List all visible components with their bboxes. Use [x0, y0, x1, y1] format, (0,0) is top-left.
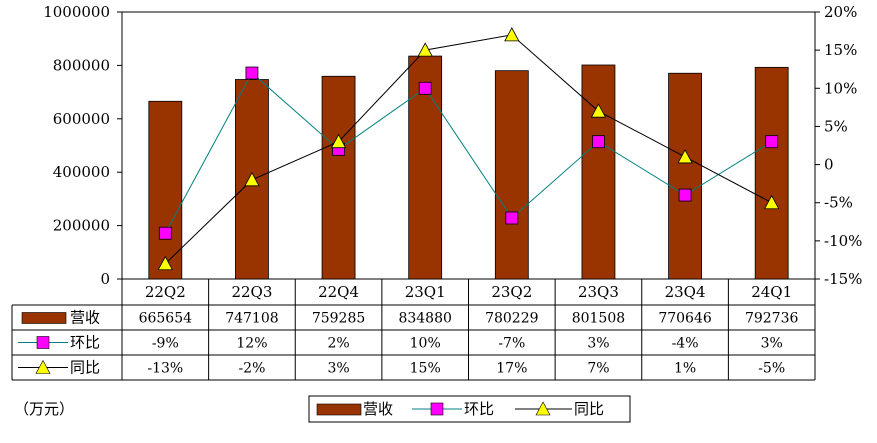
qoq-point [245, 66, 259, 80]
table-cell: 834880 [398, 311, 451, 327]
x-tick-label: 22Q3 [231, 283, 272, 301]
yoy-point [590, 103, 607, 118]
yoy-point [157, 255, 173, 271]
yoy-point [330, 133, 347, 149]
table-cell: 3% [587, 336, 609, 352]
table-key-qoq-marker [36, 336, 50, 349]
table-cell: 3% [761, 336, 783, 352]
yoy-point [504, 27, 520, 42]
table-cell: -5% [758, 361, 785, 377]
qoq-point [158, 226, 172, 240]
table-cell: -9% [152, 336, 179, 352]
table-cell: 665654 [139, 311, 193, 327]
y-left-tick-label: 400000 [53, 163, 110, 181]
table-cell: 7% [587, 361, 609, 377]
table-cell: 792736 [745, 311, 799, 327]
table-cell: -4% [672, 336, 699, 352]
table-key-yoy-marker [35, 359, 51, 374]
y-right-tick-label: -10% [824, 232, 862, 250]
table-cell: 10% [410, 336, 441, 352]
revenue-bar [668, 72, 702, 280]
legend [308, 395, 631, 423]
legend-key-revenue [316, 403, 362, 416]
table-cell: 770646 [658, 311, 712, 327]
data-table [11, 279, 816, 381]
qoq-point [765, 135, 779, 149]
table-cell: 3% [327, 361, 349, 377]
y-right-tick-label: 20% [824, 3, 857, 21]
y-right-tick-label: -5% [824, 194, 853, 212]
yoy-point [764, 194, 780, 210]
y-left-tick-label: 1000000 [43, 3, 110, 21]
x-tick-label: 23Q4 [665, 283, 706, 301]
unit-note: （万元） [14, 400, 74, 418]
x-tick-label: 22Q2 [145, 283, 186, 301]
revenue-bar [581, 64, 616, 280]
table-cell: 780229 [485, 311, 538, 327]
legend-label-qoq: 环比 [464, 400, 494, 418]
y-left-tick-label: 200000 [53, 217, 110, 235]
table-cell: 17% [496, 361, 527, 377]
qoq-line [164, 72, 772, 234]
legend-key-yoy-marker [535, 401, 551, 416]
table-cell: 1% [674, 361, 696, 377]
y-right-tick-label: 10% [824, 79, 857, 97]
table-cell: -13% [147, 361, 183, 377]
revenue-bar [321, 75, 356, 280]
table-cell: -2% [238, 361, 265, 377]
x-tick-label: 23Q3 [578, 283, 619, 301]
y-left-tick-label: 800000 [53, 56, 110, 74]
legend-box [308, 395, 631, 423]
table-cell: -7% [498, 336, 525, 352]
yoy-point [417, 42, 433, 57]
yoy-point [244, 171, 260, 187]
revenue-bar [148, 100, 183, 280]
revenue-bar [494, 70, 529, 280]
y-left-tick-label: 0 [100, 270, 110, 288]
legend-key-qoq-marker [430, 402, 444, 416]
table-cell: 759285 [312, 311, 365, 327]
x-tick-label: 22Q4 [318, 283, 359, 301]
qoq-point [592, 135, 605, 149]
y-left-tick-label: 600000 [53, 110, 110, 128]
table-cell: 801508 [572, 311, 625, 327]
table-cell: 747108 [225, 311, 278, 327]
table-row-label: 营收 [70, 309, 100, 327]
qoq-point [678, 188, 692, 202]
qoq-point [418, 81, 432, 95]
qoq-point [505, 211, 519, 225]
yoy-point [677, 149, 693, 164]
table-row-label: 同比 [70, 359, 100, 377]
table-cell: 15% [410, 361, 441, 377]
y-right-tick-label: -15% [824, 270, 862, 288]
table-row-label: 环比 [70, 334, 100, 352]
y-right-tick-label: 0 [824, 156, 834, 174]
table-key-revenue [21, 312, 67, 324]
table-cell: 12% [236, 336, 267, 352]
legend-label-yoy: 同比 [574, 400, 604, 418]
x-tick-label: 23Q2 [491, 283, 532, 301]
x-tick-label: 23Q1 [405, 283, 446, 301]
yoy-line [164, 34, 772, 265]
plot-area [121, 11, 816, 280]
y-right-tick-label: 15% [824, 41, 857, 59]
x-tick-label: 24Q1 [751, 283, 792, 301]
revenue-bar [754, 66, 789, 280]
y-right-tick-label: 5% [824, 117, 848, 135]
legend-label-revenue: 营收 [363, 400, 393, 418]
table-cell: 2% [327, 336, 349, 352]
